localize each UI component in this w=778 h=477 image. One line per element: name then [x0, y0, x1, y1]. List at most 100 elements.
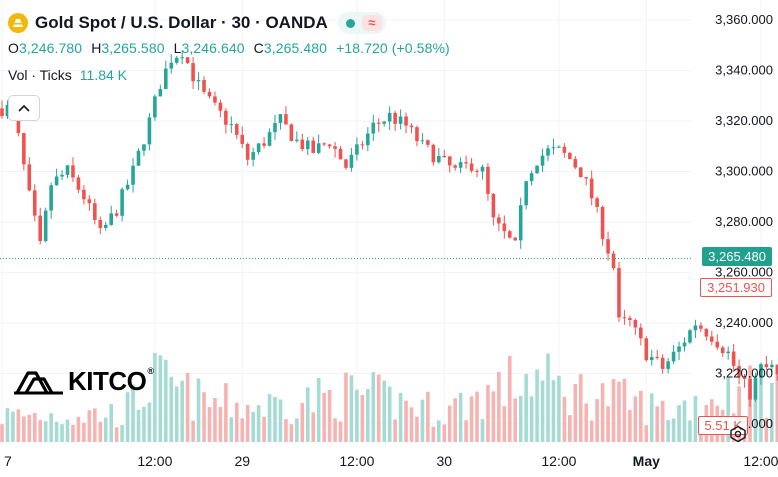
volume-bar [164, 359, 168, 442]
candle-body [174, 57, 179, 63]
volume-bar [431, 426, 436, 442]
candle-body [207, 91, 212, 97]
volume-bar [16, 409, 21, 442]
volume-bar [382, 380, 386, 442]
candle-body [426, 140, 430, 145]
candle-body [142, 144, 146, 151]
candle-body [98, 219, 103, 228]
candle-body [131, 165, 135, 185]
ohlc-legend: O3,246.780 H3,265.580 L3,246.640 C3,265.… [8, 40, 455, 56]
candle-body [164, 68, 168, 90]
volume-bar [229, 417, 234, 442]
candle-body [360, 144, 365, 146]
price-tick-label: 3,240.000 [715, 315, 773, 330]
candle-body [589, 178, 594, 199]
candle-body [649, 357, 654, 361]
candle-body [169, 62, 174, 69]
candle-body [628, 318, 632, 321]
volume-bar [535, 369, 539, 442]
volume-label: Vol · Ticks [8, 67, 72, 83]
gold-coin-icon [8, 13, 28, 33]
candle-body [699, 325, 703, 329]
candle-body [213, 96, 217, 103]
volume-bar [660, 400, 665, 442]
volume-bar [737, 386, 741, 442]
volume-bar [120, 425, 124, 442]
volume-bar [153, 353, 157, 442]
candle-body [573, 159, 578, 168]
volume-bar [671, 418, 676, 442]
volume-bar [518, 395, 523, 442]
time-tick-label: 12:00 [743, 453, 778, 469]
collapse-legend-button[interactable] [8, 95, 40, 121]
volume-bar [82, 422, 86, 442]
volume-bar [202, 392, 206, 442]
volume-bar [491, 391, 496, 442]
volume-bar [507, 355, 512, 442]
candle-body [387, 112, 392, 122]
volume-bar [398, 392, 403, 442]
gear-icon[interactable] [729, 425, 747, 443]
price-tick-label: 3,260.000 [715, 264, 773, 279]
candle-body [5, 105, 10, 117]
candle-body [185, 57, 190, 64]
candle-body [480, 166, 485, 172]
open-value: 3,246.780 [19, 40, 83, 56]
candle-body [507, 231, 512, 238]
candle-body [191, 63, 195, 82]
market-status-pill[interactable]: ≈ [337, 12, 386, 34]
volume-bar [404, 400, 408, 442]
volume-bar [136, 409, 141, 442]
candle-body [114, 213, 119, 216]
volume-bar [131, 384, 135, 442]
candle-body [447, 156, 452, 166]
candle-body [196, 79, 201, 82]
volume-bar [333, 418, 337, 442]
candle-body [136, 150, 141, 166]
time-tick-label: 29 [234, 453, 250, 469]
volume-bar [480, 419, 485, 442]
candle-body [715, 341, 720, 348]
volume-bar [60, 424, 64, 442]
price-tick-label: 3,340.000 [715, 63, 773, 78]
volume-legend[interactable]: Vol · Ticks 11.84 K [8, 67, 127, 83]
volume-bar [568, 415, 572, 442]
symbol-title[interactable]: Gold Spot / U.S. Dollar · 30 · OANDA [35, 13, 328, 32]
volume-bar [759, 376, 763, 442]
candle-body [49, 185, 53, 211]
candle-body [486, 166, 490, 194]
candle-body [256, 143, 261, 153]
high-label: H [91, 40, 102, 56]
volume-bar [426, 391, 430, 442]
volume-bar [322, 392, 326, 442]
volume-bar [93, 408, 97, 442]
volume-bar [639, 390, 643, 442]
candle-body [764, 364, 769, 368]
volume-bar [11, 411, 15, 442]
volume-bar [273, 396, 277, 442]
volume-bar [475, 391, 479, 442]
candle-body [349, 154, 354, 168]
volume-bar [551, 380, 556, 442]
volume-bar [87, 410, 92, 442]
volume-bar [158, 355, 163, 442]
volume-bar [546, 353, 550, 442]
time-tick-label: 12:00 [541, 453, 576, 469]
candle-body [295, 139, 299, 141]
candle-body [366, 133, 370, 146]
volume-bar [628, 409, 632, 442]
candle-body [278, 114, 283, 123]
volume-bar [442, 424, 447, 442]
candle-body [376, 122, 381, 124]
volume-bar [415, 416, 419, 442]
candle-body [606, 239, 610, 254]
candle-body [671, 351, 676, 362]
candle-body [584, 177, 589, 179]
volume-bar [371, 372, 376, 442]
candle-body [371, 122, 376, 134]
candle-body [262, 143, 266, 146]
volume-bar [617, 381, 621, 442]
candle-body [147, 117, 152, 145]
